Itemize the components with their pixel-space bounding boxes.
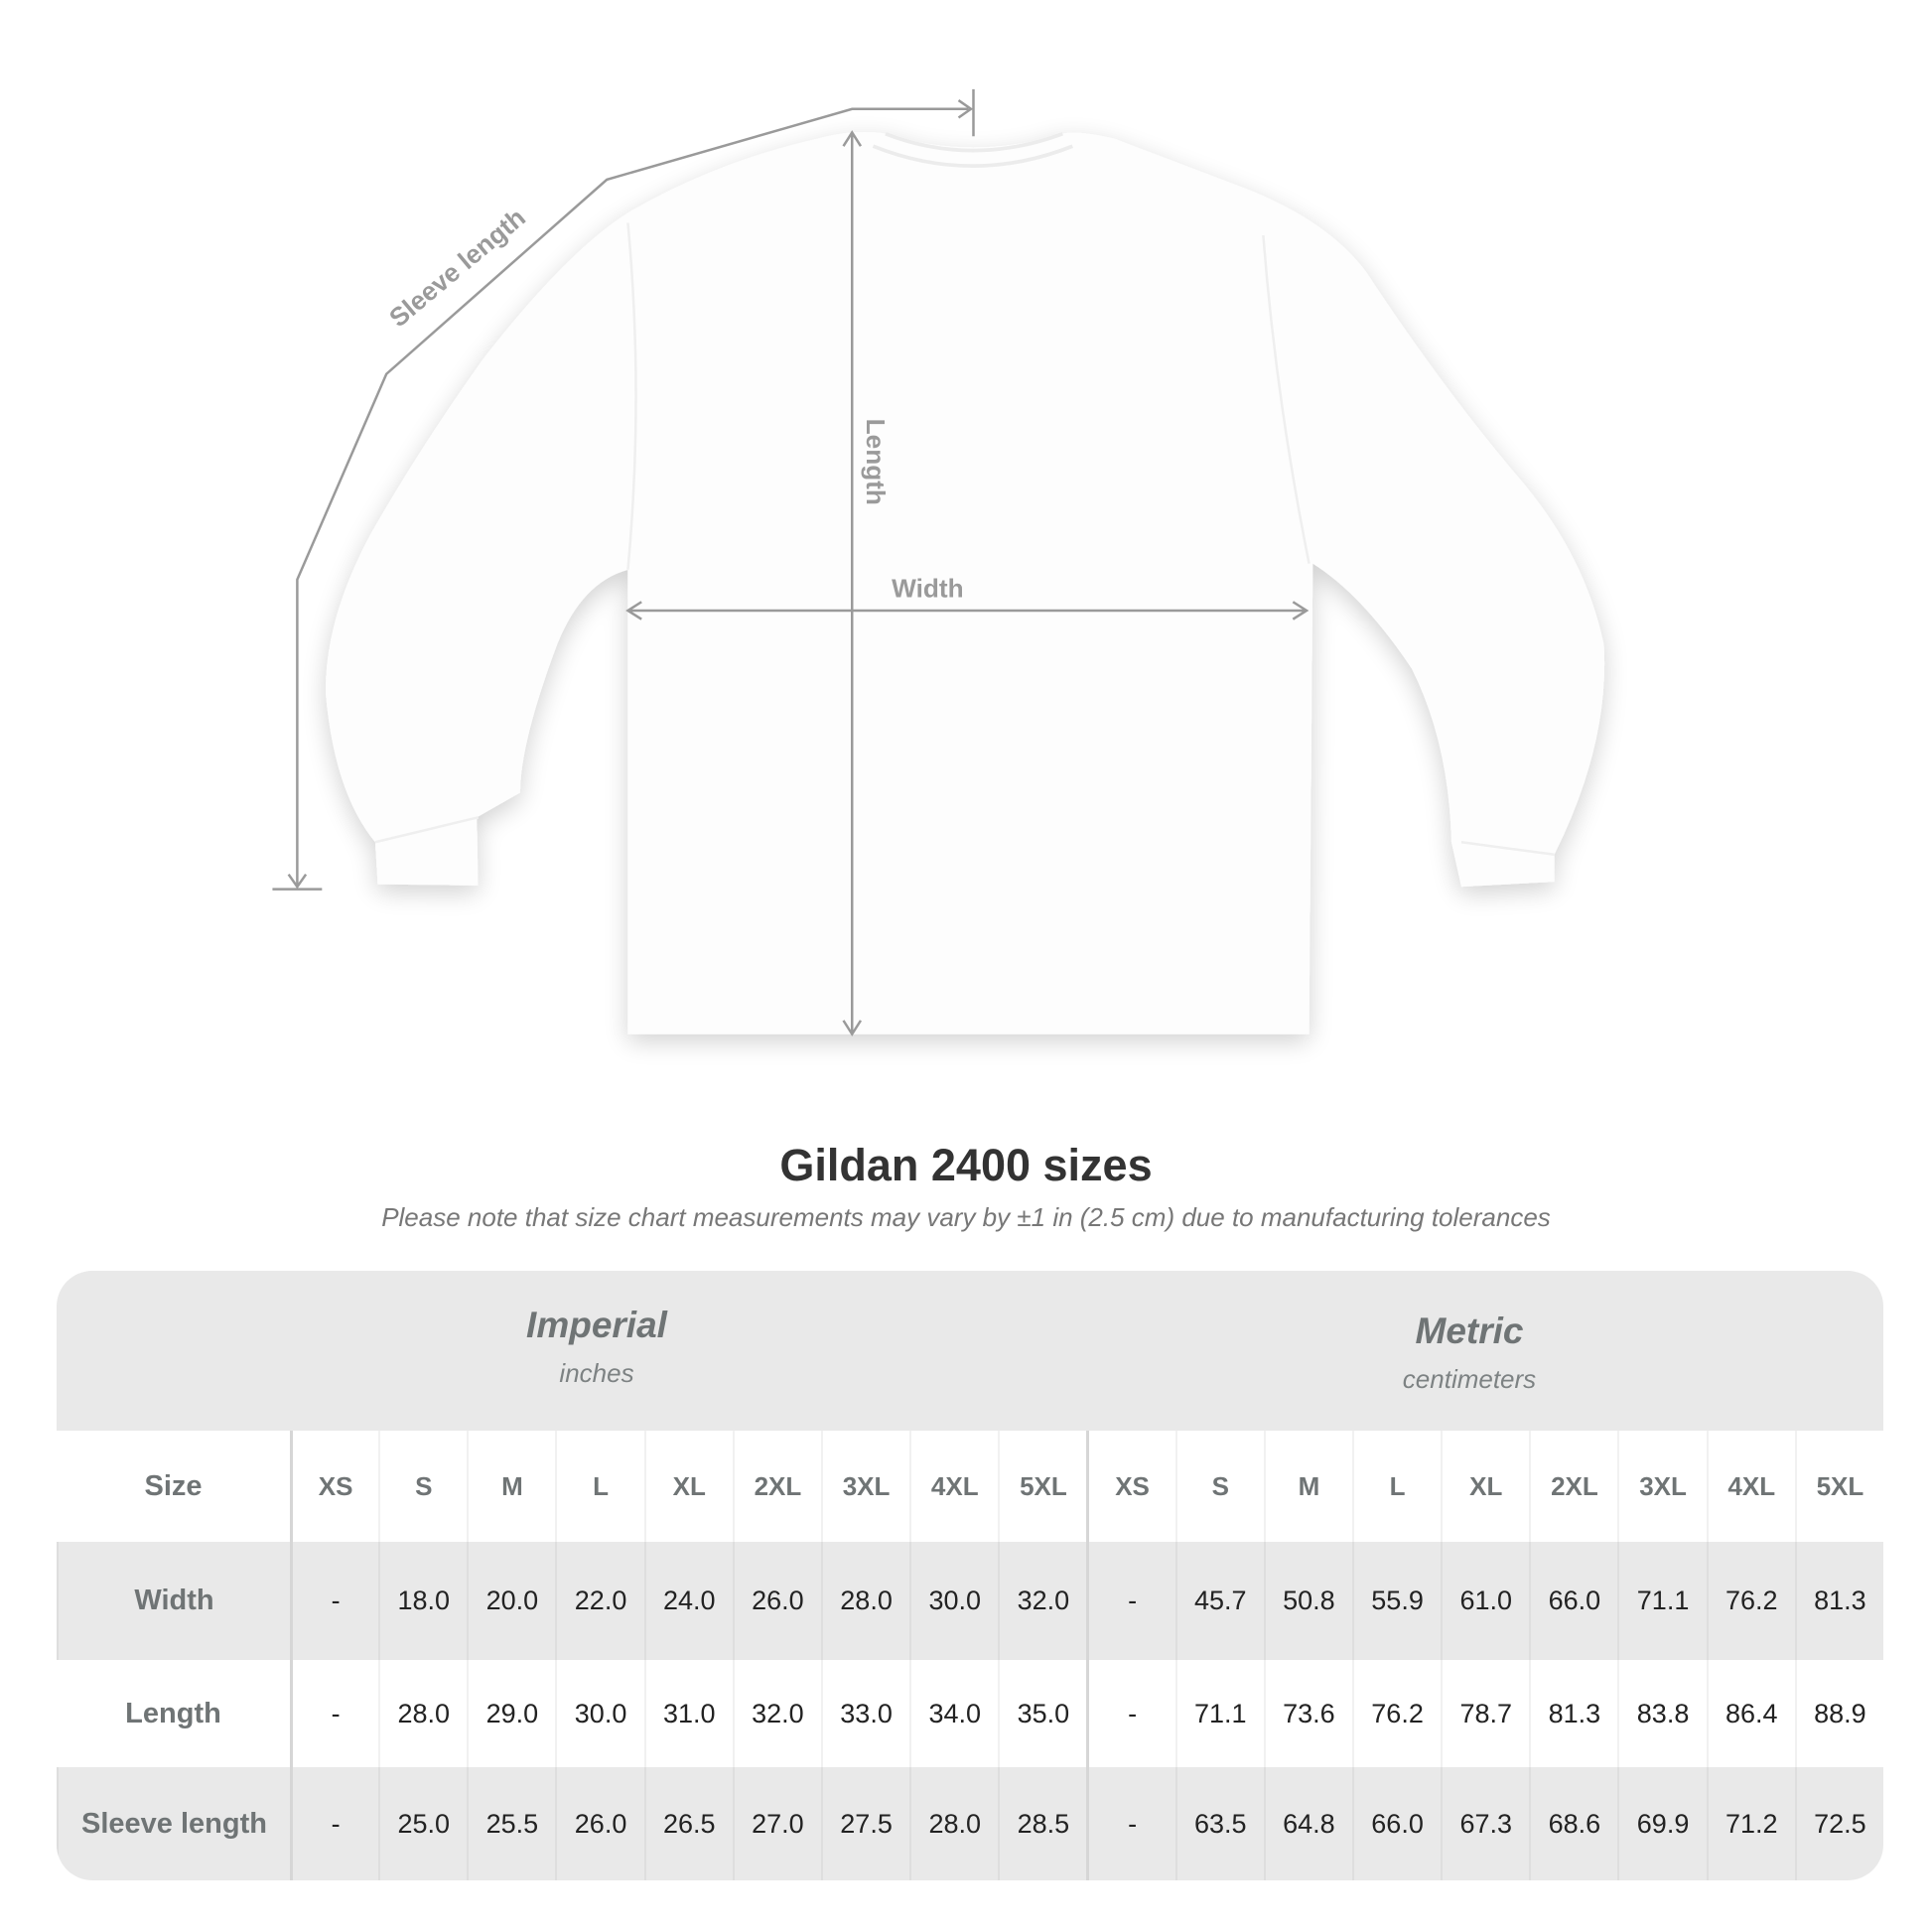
table-cell: 76.2	[1351, 1660, 1441, 1767]
width-label: Width	[892, 573, 963, 603]
table-cell: 25.0	[378, 1767, 467, 1880]
metric-unit: centimeters	[1402, 1364, 1537, 1394]
table-cell: 25.5	[467, 1767, 555, 1880]
size-header-cell: 4XL	[1706, 1431, 1795, 1542]
table-cell: 28.5	[998, 1767, 1086, 1880]
size-header-cell: XS	[1086, 1431, 1174, 1542]
size-header-cell: M	[1263, 1431, 1352, 1542]
size-header-cell: 3XL	[1617, 1431, 1706, 1542]
table-cell: 35.0	[998, 1660, 1086, 1767]
table-cell: 83.8	[1617, 1660, 1706, 1767]
table-cell: 68.6	[1529, 1767, 1617, 1880]
table-cell: -	[290, 1767, 378, 1880]
table-cell: -	[1086, 1767, 1174, 1880]
size-header-cell: 5XL	[998, 1431, 1086, 1542]
table-cell: 66.0	[1529, 1542, 1617, 1660]
imperial-header: Imperial inches	[398, 1305, 795, 1389]
table-cell: 26.0	[555, 1767, 643, 1880]
table-cell: 30.0	[909, 1542, 998, 1660]
size-header-cell: XL	[643, 1431, 733, 1542]
metric-title: Metric	[1415, 1311, 1524, 1351]
table-cell: 32.0	[998, 1542, 1086, 1660]
table-cell: 24.0	[643, 1542, 733, 1660]
row-label: Length	[125, 1697, 221, 1729]
sleeve-length-line	[296, 107, 969, 888]
table-cell: 78.7	[1441, 1660, 1529, 1767]
size-header-cell: 2XL	[732, 1431, 821, 1542]
table-cell: 72.5	[1794, 1767, 1883, 1880]
size-header-cell: 4XL	[909, 1431, 998, 1542]
length-line	[842, 130, 863, 1036]
table-cell: 64.8	[1263, 1767, 1352, 1880]
metric-header: Metric centimeters	[1271, 1311, 1668, 1395]
table-cell: 86.4	[1706, 1660, 1795, 1767]
table-cell: -	[1086, 1542, 1174, 1660]
page-title: Gildan 2400 sizes	[779, 1140, 1153, 1190]
tolerance-note: Please note that size chart measurements…	[381, 1202, 1551, 1232]
table-cell: 34.0	[909, 1660, 998, 1767]
table-cell: 28.0	[820, 1542, 909, 1660]
table-cell: 63.5	[1174, 1767, 1264, 1880]
table-cell: 26.0	[732, 1542, 821, 1660]
table-cell: 81.3	[1529, 1660, 1617, 1767]
size-chart-table: Imperial inches Metric centimeters Size …	[57, 1271, 1883, 1880]
size-header-cell: S	[1174, 1431, 1264, 1542]
table-cell: 73.6	[1263, 1660, 1352, 1767]
size-header-cell: XL	[1441, 1431, 1529, 1542]
table-cell: 20.0	[467, 1542, 555, 1660]
table-cell: 71.1	[1617, 1542, 1706, 1660]
table-cell: 29.0	[467, 1660, 555, 1767]
size-header-cell: M	[467, 1431, 555, 1542]
table-cell: 81.3	[1794, 1542, 1883, 1660]
size-header-cell: L	[555, 1431, 643, 1542]
table-cell: 66.0	[1351, 1767, 1441, 1880]
table-row-sleeve-length: Sleeve length -25.0 25.5 26.0 26.5 27.0 27.5 28…	[57, 1767, 1883, 1880]
table-cell: -	[1086, 1660, 1174, 1767]
table-cell: 71.1	[1174, 1660, 1264, 1767]
length-label: Length	[861, 419, 891, 505]
table-cell: 27.0	[732, 1767, 821, 1880]
table-cell: 61.0	[1441, 1542, 1529, 1660]
table-row-width: Width -18.0 20.0 22.0 24.0 26.0 28.0 30.0 32.0-4…	[57, 1542, 1883, 1660]
table-cell: 76.2	[1706, 1542, 1795, 1660]
size-header-cell: S	[378, 1431, 467, 1542]
size-header-cell: XS	[290, 1431, 378, 1542]
long-sleeve-shirt-illustration	[326, 131, 1605, 1035]
table-cell: 67.3	[1441, 1767, 1529, 1880]
table-cell: -	[290, 1660, 378, 1767]
size-header-cell: 3XL	[820, 1431, 909, 1542]
table-cell: 31.0	[643, 1660, 733, 1767]
table-cell: 33.0	[820, 1660, 909, 1767]
table-cell: 55.9	[1351, 1542, 1441, 1660]
imperial-title: Imperial	[526, 1305, 667, 1345]
table-cell: 22.0	[555, 1542, 643, 1660]
row-label: Sleeve length	[57, 1767, 290, 1880]
table-cell: 28.0	[909, 1767, 998, 1880]
table-cell: 27.5	[820, 1767, 909, 1880]
table-cell: 88.9	[1794, 1660, 1883, 1767]
table-cell: 45.7	[1174, 1542, 1264, 1660]
table-cell: -	[290, 1542, 378, 1660]
table-cell: 26.5	[643, 1767, 733, 1880]
imperial-unit: inches	[559, 1358, 634, 1388]
size-header-cell: L	[1351, 1431, 1441, 1542]
size-row: Size XS S M L XL 2XL 3XL 4XL 5XL XS S M L XL 2XL 3XL 4XL…	[57, 1431, 1883, 1542]
size-header-cell: 2XL	[1529, 1431, 1617, 1542]
size-header-cell: 5XL	[1794, 1431, 1883, 1542]
measurement-lines	[272, 88, 1310, 1036]
table-cell: 30.0	[555, 1660, 643, 1767]
table-cell: 69.9	[1617, 1767, 1706, 1880]
table-cell: 32.0	[732, 1660, 821, 1767]
table-header: Imperial inches Metric centimeters	[57, 1271, 1883, 1431]
row-label: Size	[144, 1469, 203, 1502]
table-cell: 50.8	[1263, 1542, 1352, 1660]
table-row-length: Length -28.0 29.0 30.0 31.0 32.0 33.0 34.0 35.0-…	[57, 1660, 1883, 1767]
table-cell: 18.0	[378, 1542, 467, 1660]
row-label: Width	[57, 1542, 290, 1660]
table-cell: 28.0	[378, 1660, 467, 1767]
width-line	[625, 601, 1310, 621]
table-cell: 71.2	[1706, 1767, 1795, 1880]
